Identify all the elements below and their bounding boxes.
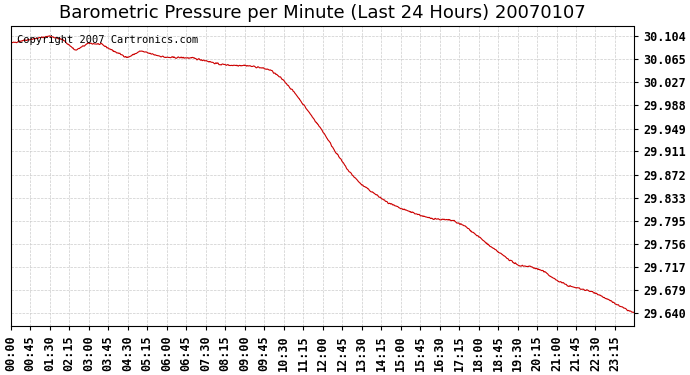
Text: Copyright 2007 Cartronics.com: Copyright 2007 Cartronics.com xyxy=(17,36,198,45)
Title: Barometric Pressure per Minute (Last 24 Hours) 20070107: Barometric Pressure per Minute (Last 24 … xyxy=(59,4,586,22)
